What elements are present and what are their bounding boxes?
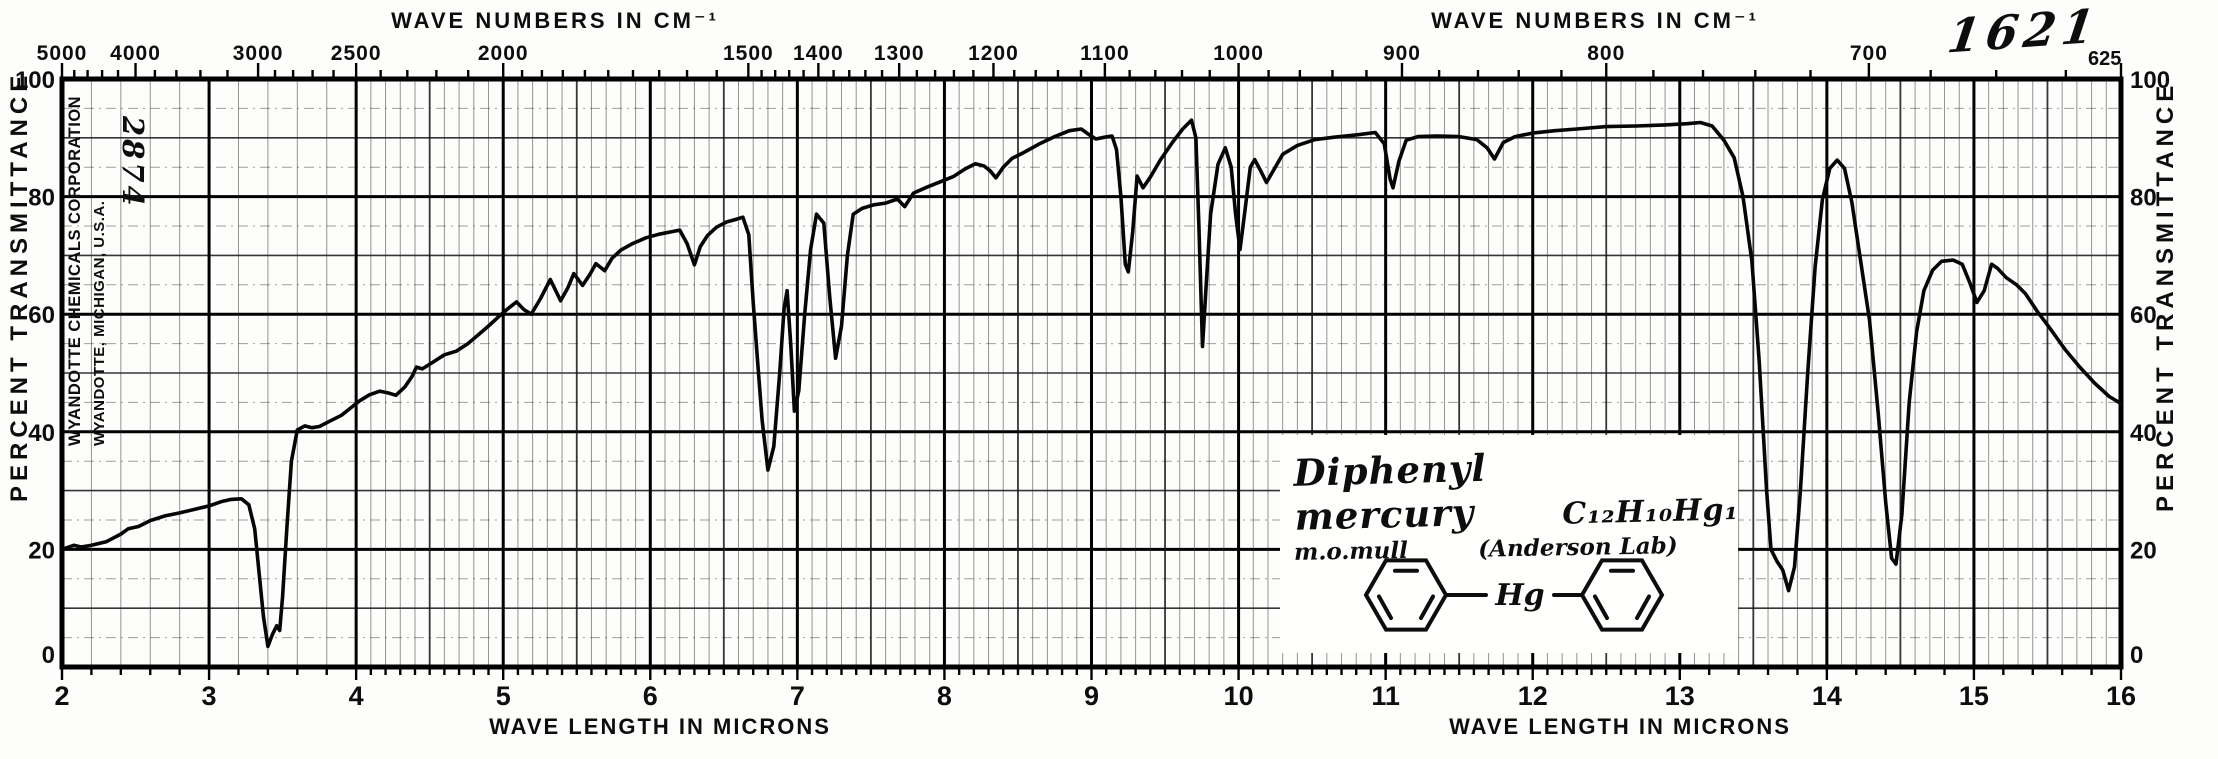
- transmittance-tick-label-left: 40: [28, 420, 55, 447]
- company-stamp-line1: WYANDOTTE CHEMICALS CORPORATION: [66, 95, 84, 446]
- transmittance-tick-label-right: 100: [2130, 67, 2170, 94]
- benzene-ring-left: [1363, 558, 1449, 632]
- double-bond-icon: [1419, 594, 1435, 620]
- chemical-structure-diagram: Hg: [1363, 558, 1665, 632]
- transmittance-tick-label-right: 40: [2130, 420, 2157, 447]
- transmittance-tick-label-right: 20: [2130, 537, 2157, 564]
- micron-tick-label: 12: [1518, 681, 1548, 711]
- wavenumber-tick-label: 2500: [331, 42, 382, 65]
- handwritten-spectrum-number: 1621: [1944, 0, 2104, 64]
- top-axis-title-left: WAVE NUMBERS IN CM⁻¹: [391, 8, 719, 33]
- micron-tick-label: 14: [1812, 681, 1842, 711]
- micron-tick-label: 5: [496, 681, 511, 711]
- transmittance-tick-label-left: 80: [28, 185, 55, 212]
- left-axis-label: PERCENT TRANSMITTANCE: [6, 70, 33, 502]
- top-axis-title-right: WAVE NUMBERS IN CM⁻¹: [1431, 8, 1759, 33]
- micron-tick-label: 6: [643, 681, 658, 711]
- wavenumber-tick-label: 1000: [1213, 42, 1264, 65]
- wavenumber-tick-label: 700: [1850, 42, 1888, 65]
- sample-annotation-label: Diphenyl mercury C₁₂H₁₀Hg₁ m.o.mull (And…: [1280, 435, 1739, 653]
- wavenumber-tick-label: 1500: [723, 42, 774, 65]
- double-bond-icon: [1377, 594, 1393, 620]
- transmittance-tick-label-left: 20: [28, 537, 55, 564]
- double-bond-icon: [1635, 594, 1651, 620]
- double-bond-icon: [1593, 594, 1609, 620]
- micron-tick-label: 10: [1224, 681, 1254, 711]
- company-stamp-line2: WYANDOTTE, MICHIGAN, U.S.A.: [91, 200, 108, 446]
- transmittance-tick-label-left: 0: [42, 642, 55, 669]
- micron-tick-label: 15: [1959, 681, 1989, 711]
- wavenumber-tick-label: 3000: [233, 42, 284, 65]
- micron-tick-label: 2: [54, 681, 69, 711]
- wavenumber-tick-label: 4000: [110, 42, 161, 65]
- wavenumber-tick-label: 1100: [1080, 42, 1130, 65]
- micron-tick-label: 3: [202, 681, 217, 711]
- wavenumber-tick-label: 2000: [478, 42, 529, 65]
- micron-tick-label: 16: [2106, 681, 2136, 711]
- benzene-ring-right: [1579, 558, 1665, 632]
- micron-tick-label: 11: [1371, 681, 1400, 711]
- wavenumber-tick-label: 800: [1587, 42, 1625, 65]
- micron-tick-label: 8: [937, 681, 952, 711]
- bottom-axis-label-right: WAVE LENGTH IN MICRONS: [1449, 714, 1791, 739]
- transmittance-tick-label-right: 60: [2130, 302, 2157, 329]
- micron-tick-label: 4: [349, 681, 364, 711]
- wavenumber-end-tick-label: 625: [2088, 48, 2122, 70]
- transmittance-tick-label-right: 80: [2130, 185, 2157, 212]
- transmittance-tick-label-left: 60: [28, 302, 55, 329]
- chemical-formula: C₁₂H₁₀Hg₁: [1561, 492, 1740, 532]
- micron-tick-label: 7: [790, 681, 805, 711]
- wavenumber-tick-label: 1200: [968, 42, 1019, 65]
- annotation-title-line: Diphenyl mercury C₁₂H₁₀Hg₁: [1293, 439, 1739, 539]
- wavenumber-tick-label: 900: [1383, 42, 1421, 65]
- compound-name: Diphenyl mercury: [1292, 445, 1487, 539]
- micron-tick-label: 13: [1665, 681, 1695, 711]
- mercury-atom-symbol: Hg: [1494, 578, 1544, 613]
- bottom-axis-label-left: WAVE LENGTH IN MICRONS: [489, 714, 831, 739]
- right-axis-label: PERCENT TRANSMITTANCE: [2152, 80, 2179, 512]
- wavenumber-tick-label: 1400: [793, 42, 844, 65]
- transmittance-tick-label-right: 0: [2130, 642, 2143, 669]
- spectrum-curve: [60, 118, 2123, 649]
- wavenumber-tick-label: 1300: [874, 42, 925, 65]
- handwritten-stamp-number: 2874: [116, 116, 150, 209]
- wavenumber-tick-label: 5000: [37, 42, 88, 65]
- micron-tick-label: 9: [1084, 681, 1099, 711]
- transmittance-tick-label-left: 100: [15, 67, 55, 94]
